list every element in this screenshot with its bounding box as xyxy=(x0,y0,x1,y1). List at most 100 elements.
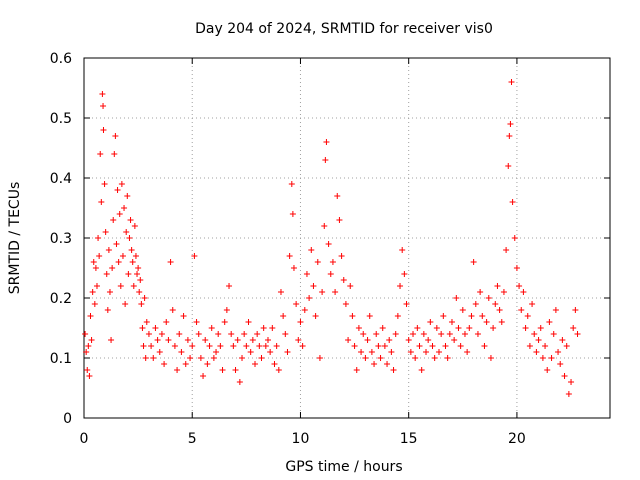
data-point xyxy=(114,187,121,193)
data-point xyxy=(150,355,157,361)
data-point xyxy=(87,313,94,319)
data-point xyxy=(277,289,284,295)
data-point xyxy=(529,301,536,307)
data-point xyxy=(189,343,196,349)
data-point xyxy=(83,349,90,355)
data-point xyxy=(123,229,130,235)
data-point xyxy=(513,265,520,271)
data-point xyxy=(88,337,95,343)
data-point xyxy=(492,301,499,307)
data-point xyxy=(429,343,436,349)
data-point xyxy=(561,373,568,379)
data-point xyxy=(131,223,138,229)
data-point xyxy=(111,151,118,157)
y-tick-label: 0.3 xyxy=(50,231,72,247)
data-point xyxy=(388,349,395,355)
data-point xyxy=(440,313,447,319)
data-point xyxy=(559,337,566,343)
data-point xyxy=(82,331,89,337)
data-point xyxy=(280,313,287,319)
data-point xyxy=(390,367,397,373)
data-point xyxy=(132,253,139,259)
data-point xyxy=(195,331,202,337)
data-point xyxy=(116,211,123,217)
data-point xyxy=(145,331,152,337)
chart-title: Day 204 of 2024, SRMTID for receiver vis… xyxy=(195,21,493,37)
data-point xyxy=(98,199,105,205)
data-point xyxy=(154,337,161,343)
data-point xyxy=(158,331,165,337)
data-point xyxy=(485,295,492,301)
data-point xyxy=(86,373,93,379)
data-point xyxy=(271,361,278,367)
data-point xyxy=(167,259,174,265)
y-tick-label: 0.5 xyxy=(50,111,72,127)
data-point xyxy=(461,331,468,337)
data-point xyxy=(176,331,183,337)
data-point xyxy=(228,331,235,337)
data-point xyxy=(96,253,103,259)
data-point xyxy=(358,349,365,355)
data-point xyxy=(232,367,239,373)
data-point xyxy=(312,313,319,319)
data-point xyxy=(565,391,572,397)
data-points xyxy=(82,79,581,397)
data-point xyxy=(472,301,479,307)
data-point xyxy=(572,307,579,313)
data-point xyxy=(498,319,505,325)
data-point xyxy=(319,289,326,295)
data-point xyxy=(464,349,471,355)
data-point xyxy=(284,349,291,355)
data-point xyxy=(223,307,230,313)
data-point xyxy=(546,319,553,325)
data-point xyxy=(503,247,510,253)
data-point xyxy=(112,133,119,139)
data-point xyxy=(115,259,122,265)
data-point xyxy=(433,325,440,331)
data-point xyxy=(174,367,181,373)
data-point xyxy=(336,217,343,223)
data-point xyxy=(100,103,107,109)
data-point xyxy=(446,331,453,337)
data-point xyxy=(466,325,473,331)
data-point xyxy=(226,283,233,289)
data-point xyxy=(197,355,204,361)
data-point xyxy=(329,259,336,265)
data-point xyxy=(453,295,460,301)
data-point xyxy=(481,343,488,349)
x-axis-label: GPS time / hours xyxy=(285,459,402,475)
data-point xyxy=(373,331,380,337)
data-point xyxy=(273,343,280,349)
data-point xyxy=(156,349,163,355)
data-point xyxy=(204,361,211,367)
data-point xyxy=(213,349,220,355)
data-point xyxy=(405,337,412,343)
data-point xyxy=(161,361,168,367)
data-point xyxy=(360,331,367,337)
data-point xyxy=(139,325,146,331)
data-point xyxy=(448,319,455,325)
data-point xyxy=(138,301,145,307)
data-point xyxy=(215,331,222,337)
data-point xyxy=(399,247,406,253)
data-point xyxy=(264,337,271,343)
data-point xyxy=(407,349,414,355)
data-point xyxy=(431,355,438,361)
data-point xyxy=(444,355,451,361)
data-point xyxy=(500,289,507,295)
data-point xyxy=(289,211,296,217)
data-point xyxy=(308,247,315,253)
data-point xyxy=(262,343,269,349)
data-point xyxy=(494,283,501,289)
data-point xyxy=(355,325,362,331)
data-point xyxy=(97,151,104,157)
data-point xyxy=(347,283,354,289)
data-point xyxy=(477,289,484,295)
data-point xyxy=(143,319,150,325)
data-point xyxy=(327,271,334,277)
data-point xyxy=(217,343,224,349)
data-point xyxy=(505,163,512,169)
data-point xyxy=(533,349,540,355)
data-point xyxy=(420,331,427,337)
data-point xyxy=(338,253,345,259)
